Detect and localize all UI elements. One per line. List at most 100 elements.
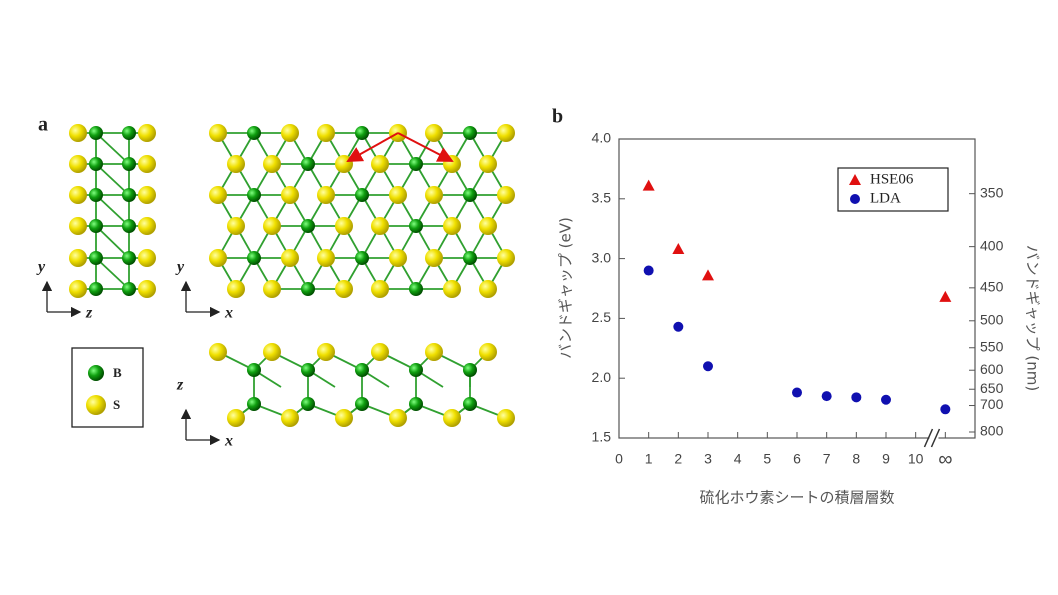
atom <box>317 186 335 204</box>
panel-label: b <box>552 106 563 128</box>
atom <box>89 282 103 296</box>
data-point <box>881 394 891 405</box>
lattice-vector <box>346 132 399 162</box>
axis-break <box>923 428 934 448</box>
atom-icon <box>86 395 106 415</box>
x-axis-label: 硫化ホウ素シートの積層層数 <box>699 489 894 507</box>
axis-break <box>930 428 941 448</box>
atom <box>409 157 423 171</box>
atom <box>409 363 423 377</box>
atom <box>247 188 261 202</box>
bond <box>95 163 130 196</box>
atom <box>479 155 497 173</box>
y2-tick-label: 400 <box>980 237 1004 253</box>
data-point <box>702 269 714 281</box>
atom <box>247 397 261 411</box>
atom <box>69 124 87 142</box>
axis-break <box>929 435 939 441</box>
atom <box>463 363 477 377</box>
axis-letter: y <box>175 259 185 276</box>
atom <box>425 249 443 267</box>
atom <box>89 188 103 202</box>
atom <box>122 126 136 140</box>
x-tick-label: 8 <box>852 451 860 467</box>
x-tick-label: 5 <box>763 451 771 467</box>
legend-marker <box>850 194 860 204</box>
atom <box>263 217 281 235</box>
atom <box>138 124 156 142</box>
y-axis-label: バンドギャップ (eV) <box>557 217 575 359</box>
atom <box>389 409 407 427</box>
atom <box>335 155 353 173</box>
legend-marker <box>849 174 861 185</box>
y2-tick-label: 600 <box>980 361 1004 377</box>
atom <box>281 186 299 204</box>
bond <box>95 225 130 259</box>
atom <box>335 280 353 298</box>
atom <box>355 188 369 202</box>
atom <box>263 155 281 173</box>
atom <box>301 282 315 296</box>
data-point <box>821 391 832 402</box>
y-tick-label: 4.0 <box>592 130 612 146</box>
atom <box>301 157 315 171</box>
atom <box>301 219 315 233</box>
legend-label: HSE06 <box>870 171 914 187</box>
atom <box>209 343 227 361</box>
atom <box>69 280 87 298</box>
atom <box>479 280 497 298</box>
axis-indicator <box>41 280 221 446</box>
data-point <box>673 321 684 332</box>
panel-label: a <box>38 114 48 136</box>
atom <box>497 124 515 142</box>
atom <box>497 409 515 427</box>
atom <box>263 280 281 298</box>
y2-tick-label: 450 <box>980 279 1004 295</box>
atom <box>138 186 156 204</box>
atom <box>69 217 87 235</box>
atom <box>227 409 245 427</box>
atom <box>281 124 299 142</box>
data-point <box>672 243 685 255</box>
atom <box>281 409 299 427</box>
atom <box>497 249 515 267</box>
y-tick-label: 2.0 <box>592 369 612 385</box>
atom <box>209 124 227 142</box>
atom <box>317 343 335 361</box>
atom <box>89 251 103 265</box>
y-tick-label: 3.5 <box>592 190 612 206</box>
y-tick-label: 3.0 <box>592 249 612 265</box>
atom <box>138 217 156 235</box>
axis-letter: y <box>36 259 46 276</box>
atom <box>122 219 136 233</box>
atom <box>463 126 477 140</box>
atom-legend <box>71 347 144 428</box>
atom <box>89 157 103 171</box>
x-tick-label: 0 <box>615 451 623 467</box>
atom <box>409 282 423 296</box>
atom <box>371 280 389 298</box>
atom <box>69 249 87 267</box>
atom <box>122 188 136 202</box>
data-point <box>939 290 952 302</box>
atom <box>355 397 369 411</box>
axis-letter: z <box>176 377 184 394</box>
atom <box>301 363 315 377</box>
atom <box>355 363 369 377</box>
y-tick-label: 2.5 <box>592 309 612 325</box>
atom <box>463 251 477 265</box>
x-tick-label: 6 <box>793 451 801 467</box>
x-tick-label: 10 <box>908 451 924 467</box>
data-point <box>851 392 862 403</box>
axis-letter: z <box>85 305 93 322</box>
atom <box>335 409 353 427</box>
lattice-vector <box>397 132 454 162</box>
atom <box>209 186 227 204</box>
atom <box>443 280 461 298</box>
bond <box>95 257 130 290</box>
atom <box>138 280 156 298</box>
atom <box>122 157 136 171</box>
axis-letter: x <box>224 305 233 322</box>
atom <box>371 155 389 173</box>
